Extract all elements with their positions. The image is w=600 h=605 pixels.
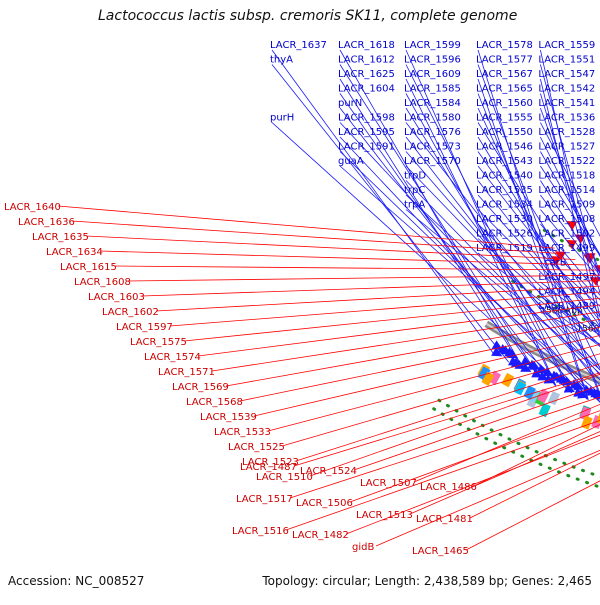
minus-label-callout (470, 330, 600, 518)
minus-gene-label: LACR_1636 (18, 217, 75, 228)
minus-gene-label: LACR_1487 (240, 462, 297, 473)
plus-gene-label: LACR_1596 (404, 55, 461, 66)
plus-gene-label: LACR_1591 (338, 142, 395, 153)
plus-label-callout (272, 50, 494, 354)
minus-gene-label: LACR_1533 (214, 427, 271, 438)
minus-gene-label: LACR_1603 (88, 292, 145, 303)
plus-gene-label: LACR_1604 (338, 84, 395, 95)
plus-gene-label: LACR_1560 (476, 98, 533, 109)
plus-gene-label: LACR_1551 (538, 55, 595, 66)
minus-gene-label: LACR_1517 (236, 494, 293, 505)
plus-gene-label: LACR_1559 (538, 40, 595, 51)
plus-gene-label: LACR_1567 (476, 69, 533, 80)
minus-gene-label: LACR_1486 (420, 482, 477, 493)
cog-category-block (501, 373, 514, 387)
plus-gene-label: LACR_1555 (476, 113, 533, 124)
minus-gene-label: LACR_1465 (412, 546, 469, 557)
plus-gene-label: LACR_1618 (338, 40, 395, 51)
plus-gene-label: LACR_1526 (476, 229, 533, 240)
plus-gene-label: LACR_1550 (476, 127, 533, 138)
minus-label-callout (114, 266, 596, 270)
cog-category-block (548, 391, 560, 405)
plus-gene-label: LACR_1598 (338, 113, 395, 124)
plus-gene-label: purH (270, 113, 294, 124)
minus-gene-label: LACR_1569 (172, 382, 229, 393)
plus-gene-label: LACR_1530 (476, 214, 533, 225)
plus-gene-label: LACR_1637 (270, 40, 327, 51)
plus-label-callout (272, 65, 509, 363)
plus-gene-label: LACR_1584 (404, 98, 461, 109)
plus-gene-label: LACR_1609 (404, 69, 461, 80)
plus-gene-label: LACR_1502 (538, 229, 595, 240)
minus-gene-label: LACR_1575 (130, 337, 187, 348)
minus-gene-label: LACR_1608 (74, 277, 131, 288)
minus-gene-label: LACR_1597 (116, 322, 173, 333)
minus-gene-label: LACR_1635 (32, 232, 89, 243)
minus-gene-label: LACR_1539 (200, 412, 257, 423)
accession-label: Accession: NC_008527 (8, 574, 144, 588)
plus-gene-label: LACR_1599 (404, 40, 461, 51)
plus-gene-label: LACR_1541 (538, 98, 595, 109)
minus-label-callout (354, 324, 600, 470)
plus-gene-label: LACR_1514 (538, 185, 595, 196)
plus-gene-label: LACR_1518 (538, 171, 595, 182)
minus-gene-label: LACR_1615 (60, 262, 117, 273)
plus-gene-label: LACR_1546 (476, 142, 533, 153)
minus-gene-label: LACR_1525 (228, 442, 285, 453)
minus-gene-label: LACR_1574 (144, 352, 201, 363)
plus-gene-label: thyA (270, 55, 293, 66)
plus-gene-label: LACR_1576 (404, 127, 461, 138)
minus-gene-label: LACR_1640 (4, 202, 61, 213)
plus-gene-label: purN (338, 98, 362, 109)
plus-gene-label: LACR_1540 (476, 171, 533, 182)
plus-gene-label: LACR_1522 (538, 156, 595, 167)
minus-gene-label: gidB (352, 542, 374, 553)
plus-gene-label: LACR_1625 (338, 69, 395, 80)
plus-gene-label: LACR_1542 (538, 84, 595, 95)
minus-gene-label: LACR_1571 (158, 367, 215, 378)
plus-gene-label: LACR_1536 (538, 113, 595, 124)
plus-gene-label: trpC (404, 185, 425, 196)
plus-gene-label: LACR_1535 (476, 185, 533, 196)
plus-gene-label: LACR_1508 (538, 214, 595, 225)
plus-gene-label: LACR_1573 (404, 142, 461, 153)
plus-gene-label: LACR_1527 (538, 142, 595, 153)
plus-gene-label: LACR_1534 (476, 200, 533, 211)
plus-gene-label: trpD (404, 171, 426, 182)
minus-gene-label: LACR_1568 (186, 397, 243, 408)
plus-gene-label: LACR_1585 (404, 84, 461, 95)
minus-label-callout (296, 318, 600, 461)
plus-gene-label: LACR_1612 (338, 55, 395, 66)
minus-gene-label: LACR_1481 (416, 514, 473, 525)
map-title: Lactococcus lactis subsp. cremoris SK11,… (98, 8, 517, 24)
plus-gene-label: LACR_1543 (476, 156, 533, 167)
plus-gene-label: LACR_1547 (538, 69, 595, 80)
minus-gene-label: LACR_1482 (292, 530, 349, 541)
plus-gene-label: LACR_1509 (538, 200, 595, 211)
minus-gene-label: LACR_1602 (102, 307, 159, 318)
minus-gene-label: LACR_1524 (300, 466, 357, 477)
plus-gene-label: guaA (338, 156, 364, 167)
plus-gene-label: LACR_1570 (404, 156, 461, 167)
plus-gene-label: LACR_1528 (538, 127, 595, 138)
plus-gene-label: LACR_1565 (476, 84, 533, 95)
gc-skew-ring (439, 400, 600, 520)
minus-gene-label: LACR_1516 (232, 526, 289, 537)
plus-gene-label: LACR_1580 (404, 113, 461, 124)
plus-gene-label: LACR_1577 (476, 55, 533, 66)
minus-gene-label: LACR_1506 (296, 498, 353, 509)
plus-gene-label: LACR_1578 (476, 40, 533, 51)
plus-gene-label: LACR_1595 (338, 127, 395, 138)
minus-gene-label: LACR_1634 (46, 247, 103, 258)
plus-gene-label: trpA (404, 200, 425, 211)
genome-summary: Topology: circular; Length: 2,438,589 bp… (262, 574, 592, 588)
